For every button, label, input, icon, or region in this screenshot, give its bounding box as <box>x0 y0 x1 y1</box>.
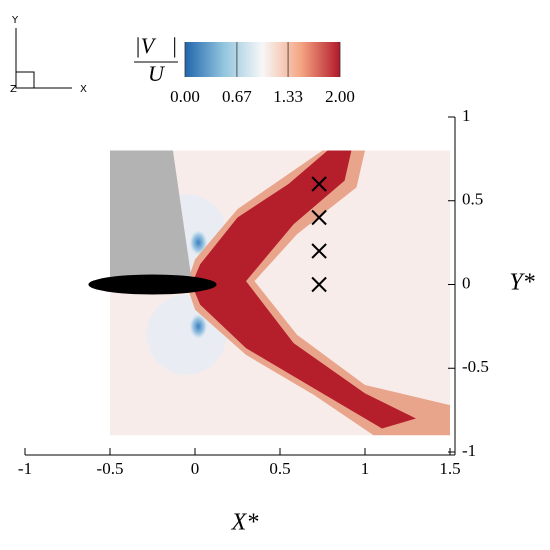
y-axis-label: Y* <box>509 270 534 296</box>
y-tick-label: 0 <box>462 273 471 292</box>
probe-marker <box>311 243 327 259</box>
triad-label: Z <box>10 84 17 95</box>
x-tick-label: -0.5 <box>97 459 124 478</box>
y-tick-label: -1 <box>462 441 476 460</box>
triad <box>15 28 72 89</box>
colorbar <box>185 42 340 77</box>
colorbar-label: |V⃗| <box>135 33 178 58</box>
low-speed-core <box>188 312 209 341</box>
y-tick-label: -0.5 <box>462 357 489 376</box>
x-tick-label: 0.5 <box>269 459 290 478</box>
x-tick-label: -1 <box>18 459 32 478</box>
colorbar-tick-label: 2.00 <box>325 87 355 106</box>
x-tick-label: 1.5 <box>439 459 460 478</box>
triad-label: Y <box>11 15 19 26</box>
probe-marker <box>311 209 327 226</box>
flap <box>110 150 192 280</box>
y-tick-label: 1 <box>462 106 471 125</box>
wake-core <box>191 150 416 429</box>
airfoil <box>88 274 217 295</box>
colorbar-label: U <box>148 61 166 86</box>
colorbar-tick-label: 1.33 <box>273 87 303 106</box>
colorbar-tick-label: 0.67 <box>222 87 252 106</box>
colorbar-tick-label: 0.00 <box>170 87 200 106</box>
x-tick-label: 0 <box>191 459 200 478</box>
probe-marker <box>311 276 327 293</box>
probe-marker <box>311 176 327 192</box>
triad-label: X <box>80 84 87 95</box>
field <box>88 150 450 436</box>
x-tick-label: 1 <box>361 459 370 478</box>
x-axis-label: X* <box>231 510 259 536</box>
y-tick-label: 0.5 <box>462 190 483 209</box>
